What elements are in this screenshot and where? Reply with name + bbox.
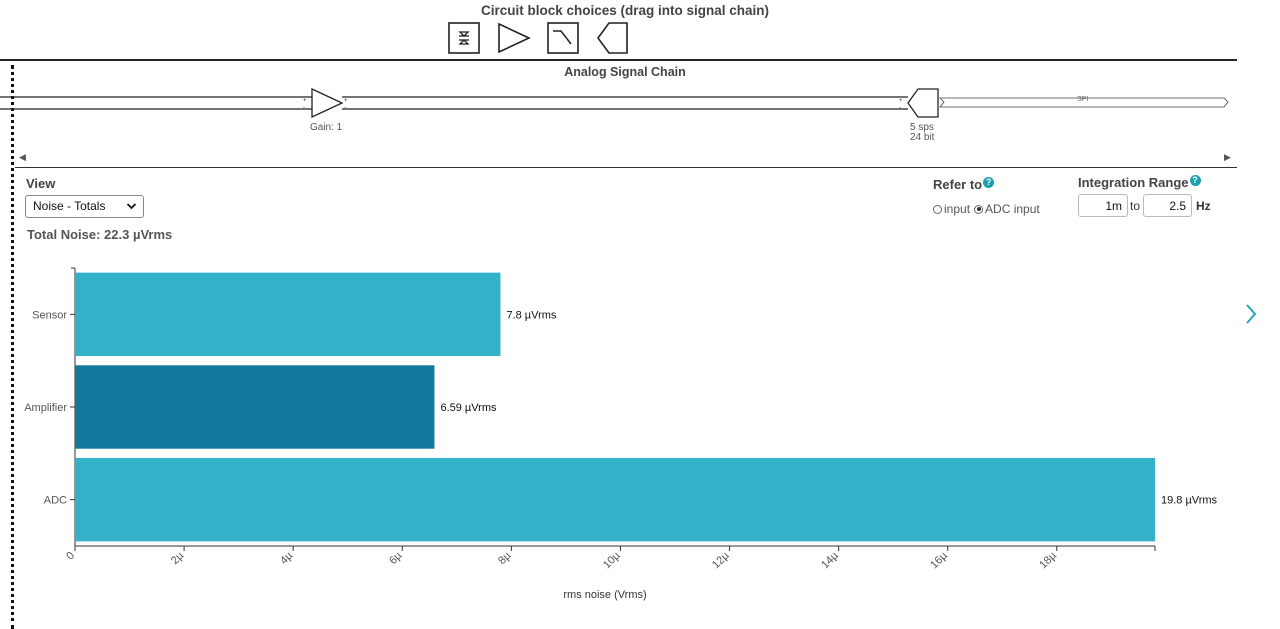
svg-text:+: + [344, 98, 348, 104]
chain-divider [15, 167, 1237, 168]
amplifier-block-icon[interactable] [497, 22, 531, 54]
integration-unit: Hz [1196, 199, 1211, 213]
adc-rate: 5 sps [910, 122, 934, 133]
view-select-value: Noise - Totals [33, 199, 106, 213]
y-tick-label: Sensor [32, 309, 67, 321]
sensor-block-icon[interactable] [448, 22, 482, 54]
x-tick-label: 12µ [710, 549, 732, 571]
signal-chain-diagram: + - + - + - [0, 87, 1229, 119]
x-tick-label: 6µ [387, 549, 405, 567]
adc-block-icon[interactable] [596, 22, 630, 54]
integration-range-text: Integration Range [1078, 175, 1189, 190]
gain-label: Gain: 1 [310, 122, 343, 133]
spi-label: SPI [1077, 96, 1089, 103]
svg-text:-: - [899, 105, 901, 111]
radio-adc-input-label: ADC input [985, 202, 1040, 216]
bar-value-label: 6.59 µVrms [440, 402, 497, 414]
x-tick-label: 4µ [278, 549, 296, 567]
svg-text:+: + [303, 98, 307, 104]
x-tick-label: 10µ [601, 549, 623, 571]
bar-value-label: 19.8 µVrms [1161, 495, 1218, 507]
filter-block-icon[interactable] [547, 22, 581, 54]
spi-bus [939, 97, 1229, 108]
x-tick-label: 18µ [1037, 549, 1059, 571]
help-icon[interactable]: ? [983, 177, 995, 188]
adc-bits: 24 bit [910, 132, 935, 143]
x-axis-label: rms noise (Vrms) [563, 589, 646, 601]
integration-to-label: to [1130, 199, 1141, 213]
chain-title: Analog Signal Chain [564, 65, 686, 79]
chain-adc[interactable]: + - [899, 88, 939, 118]
y-tick-label: ADC [44, 495, 67, 507]
integration-to-input[interactable]: 2.5 [1143, 194, 1192, 217]
integration-range-label: Integration Range? [1078, 175, 1201, 190]
view-label: View [26, 176, 56, 191]
svg-text:+: + [899, 98, 903, 104]
refer-to-options: input ADC input [933, 202, 1040, 216]
bar-sensor[interactable] [75, 272, 501, 357]
scroll-left-icon[interactable]: ◀ [19, 152, 26, 162]
refer-to-text: Refer to [933, 177, 983, 192]
bar-adc[interactable] [75, 457, 1155, 542]
palette-title: Circuit block choices (drag into signal … [480, 3, 770, 18]
radio-input-label: input [944, 202, 971, 216]
x-tick-label: 0 [64, 550, 77, 563]
help-icon[interactable]: ? [1189, 175, 1201, 186]
radio-input[interactable] [933, 204, 942, 214]
svg-text:-: - [303, 105, 305, 111]
palette-divider [0, 59, 1237, 61]
bar-amplifier[interactable] [75, 365, 435, 449]
view-select[interactable]: Noise - Totals [25, 195, 144, 218]
chevron-right-icon[interactable] [1243, 302, 1259, 326]
integration-from-input[interactable]: 1m [1078, 194, 1128, 217]
bar-value-label: 7.8 µVrms [506, 309, 556, 321]
adc-specs: 5 sps 24 bit [910, 123, 934, 143]
y-tick-label: Amplifier [24, 402, 67, 414]
x-tick-label: 8µ [496, 549, 514, 567]
radio-adc-input[interactable] [974, 204, 984, 214]
noise-bar-chart: Sensor 7.8 µVrms Amplifier 6.59 µVrms ADC 19.… [24, 267, 1218, 601]
refer-to-label: Refer to? [933, 177, 995, 192]
x-tick-label: 16µ [928, 549, 950, 571]
svg-text:-: - [344, 105, 346, 111]
chain-amplifier[interactable]: + - + - [303, 87, 348, 119]
scroll-right-icon[interactable]: ▶ [1224, 152, 1231, 162]
dotted-resize-handle[interactable] [11, 65, 14, 629]
total-noise: Total Noise: 22.3 µVrms [27, 227, 173, 242]
x-tick-label: 14µ [819, 549, 841, 571]
x-tick-label: 2µ [169, 549, 187, 567]
chevron-down-icon [126, 200, 137, 215]
